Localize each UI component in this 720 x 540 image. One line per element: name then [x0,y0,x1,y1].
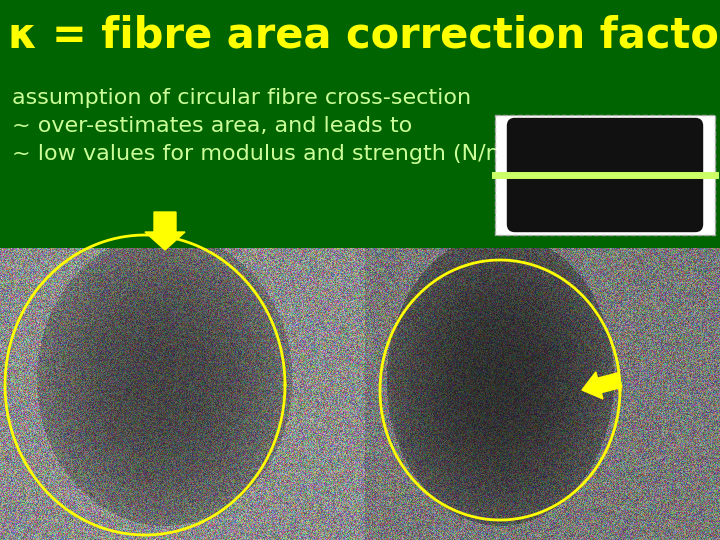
FancyBboxPatch shape [507,118,703,179]
Text: ~ low values for modulus and strength (N/m²): ~ low values for modulus and strength (N… [12,144,525,164]
FancyArrow shape [582,372,622,399]
Text: assumption of circular fibre cross-section: assumption of circular fibre cross-secti… [12,88,471,108]
FancyBboxPatch shape [507,171,703,232]
Bar [495,115,715,235]
FancyArrow shape [145,212,185,250]
Bar [0,0,720,68]
Text: ~ over-estimates area, and leads to: ~ over-estimates area, and leads to [12,116,413,136]
Text: κ = fibre area correction factor: κ = fibre area correction factor [8,15,720,57]
